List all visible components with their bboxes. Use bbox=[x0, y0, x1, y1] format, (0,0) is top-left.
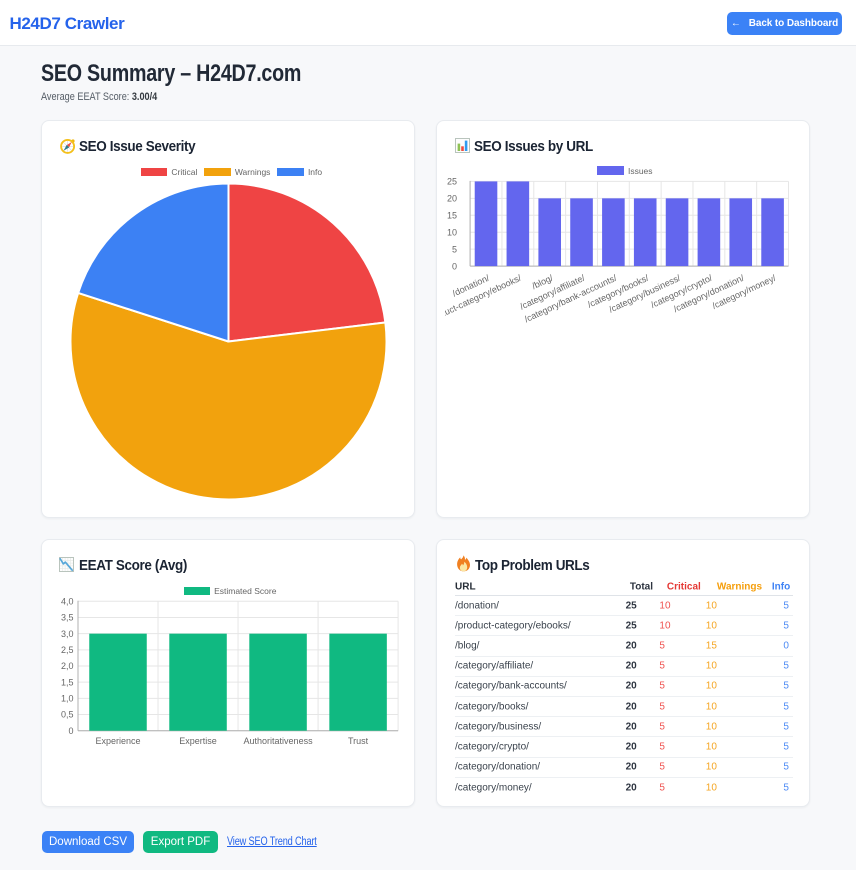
svg-text:Experience: Experience bbox=[95, 736, 140, 746]
svg-text:0: 0 bbox=[68, 726, 73, 736]
svg-text:10: 10 bbox=[447, 227, 457, 237]
svg-text:Trust: Trust bbox=[348, 736, 369, 746]
svg-text:3,5: 3,5 bbox=[61, 613, 74, 623]
svg-text:Authoritativeness: Authoritativeness bbox=[244, 736, 314, 746]
svg-text:20: 20 bbox=[447, 194, 457, 204]
svg-text:0,5: 0,5 bbox=[61, 710, 74, 720]
svg-text:25: 25 bbox=[447, 177, 457, 187]
svg-text:4,0: 4,0 bbox=[61, 597, 74, 607]
svg-text:15: 15 bbox=[447, 210, 457, 220]
svg-text:2,0: 2,0 bbox=[61, 661, 74, 671]
svg-text:5: 5 bbox=[452, 244, 457, 254]
svg-text:1,5: 1,5 bbox=[61, 677, 74, 687]
svg-text:Expertise: Expertise bbox=[179, 736, 217, 746]
svg-text:1,0: 1,0 bbox=[61, 694, 74, 704]
svg-text:2,5: 2,5 bbox=[61, 645, 74, 655]
svg-text:3,0: 3,0 bbox=[61, 629, 74, 639]
svg-text:0: 0 bbox=[452, 261, 457, 271]
